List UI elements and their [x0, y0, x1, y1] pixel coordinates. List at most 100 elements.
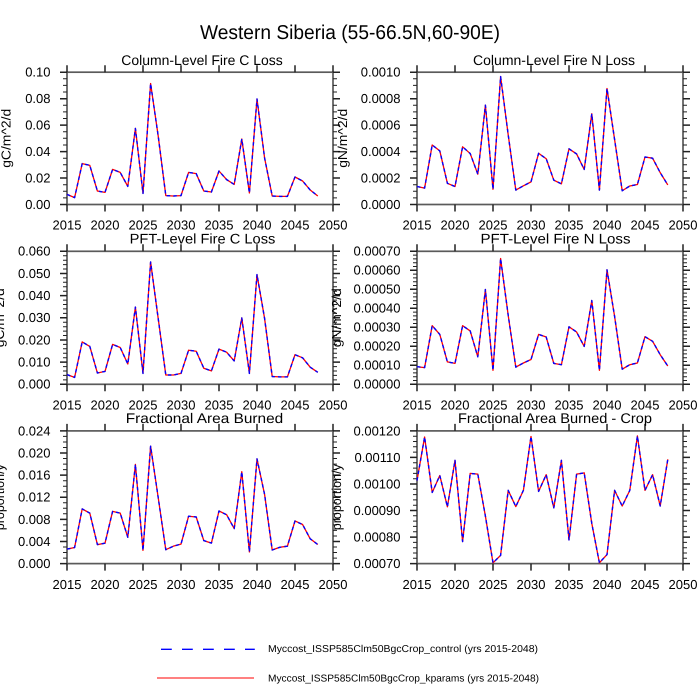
svg-text:2020: 2020 — [91, 218, 120, 233]
svg-text:proportion/y: proportion/y — [0, 464, 7, 530]
svg-text:2025: 2025 — [479, 398, 508, 413]
svg-text:2035: 2035 — [205, 218, 234, 233]
svg-text:0.000: 0.000 — [18, 377, 51, 392]
svg-text:0.024: 0.024 — [18, 423, 51, 438]
svg-text:0.012: 0.012 — [18, 490, 51, 505]
svg-text:2020: 2020 — [441, 218, 470, 233]
svg-text:Column-Level Fire C Loss: Column-Level Fire C Loss — [121, 52, 283, 68]
svg-text:2045: 2045 — [631, 218, 660, 233]
svg-text:proportion/y: proportion/y — [329, 464, 344, 530]
svg-text:0.0002: 0.0002 — [361, 170, 401, 185]
svg-text:0.04: 0.04 — [25, 144, 50, 159]
svg-text:0.00: 0.00 — [25, 197, 50, 212]
svg-text:0.00110: 0.00110 — [354, 450, 400, 465]
svg-text:2045: 2045 — [631, 398, 660, 413]
svg-text:2035: 2035 — [555, 398, 584, 413]
svg-text:0.040: 0.040 — [18, 288, 51, 303]
svg-text:gC/m^2/d: gC/m^2/d — [0, 109, 14, 168]
svg-text:0.020: 0.020 — [18, 332, 51, 347]
svg-text:2015: 2015 — [403, 218, 432, 233]
svg-text:0.0000: 0.0000 — [361, 197, 401, 212]
svg-text:0.008: 0.008 — [18, 512, 51, 527]
svg-text:2050: 2050 — [669, 577, 698, 592]
svg-text:0.00070: 0.00070 — [354, 556, 401, 571]
svg-text:0.000: 0.000 — [18, 556, 51, 571]
svg-text:2040: 2040 — [593, 218, 622, 233]
svg-text:0.00070: 0.00070 — [354, 244, 401, 259]
svg-text:Western Siberia (55-66.5N,60-9: Western Siberia (55-66.5N,60-90E) — [200, 22, 500, 44]
svg-text:2035: 2035 — [205, 577, 234, 592]
svg-text:2030: 2030 — [517, 398, 546, 413]
svg-text:0.0004: 0.0004 — [361, 144, 401, 159]
svg-text:0.0010: 0.0010 — [361, 65, 401, 80]
svg-text:2025: 2025 — [129, 398, 158, 413]
svg-text:2015: 2015 — [403, 398, 432, 413]
svg-text:Fractional Area Burned - Crop: Fractional Area Burned - Crop — [458, 410, 652, 426]
svg-text:2050: 2050 — [319, 218, 348, 233]
svg-text:0.00030: 0.00030 — [354, 320, 401, 335]
svg-text:2025: 2025 — [479, 218, 508, 233]
svg-text:0.050: 0.050 — [18, 266, 51, 281]
svg-text:2015: 2015 — [53, 398, 82, 413]
svg-text:0.06: 0.06 — [25, 118, 50, 133]
svg-text:2030: 2030 — [517, 577, 546, 592]
svg-text:0.0008: 0.0008 — [361, 91, 401, 106]
svg-text:2050: 2050 — [319, 577, 348, 592]
svg-text:0.004: 0.004 — [18, 534, 51, 549]
svg-text:gN/m^2/d: gN/m^2/d — [335, 109, 350, 168]
svg-text:2040: 2040 — [593, 398, 622, 413]
svg-text:2020: 2020 — [441, 577, 470, 592]
svg-text:0.00120: 0.00120 — [354, 423, 401, 438]
svg-text:0.030: 0.030 — [18, 310, 51, 325]
svg-text:0.060: 0.060 — [18, 244, 51, 259]
svg-text:2050: 2050 — [319, 398, 348, 413]
svg-text:2015: 2015 — [403, 577, 432, 592]
svg-text:2040: 2040 — [593, 577, 622, 592]
svg-text:PFT-Level Fire N Loss: PFT-Level Fire N Loss — [481, 231, 631, 247]
svg-text:0.02: 0.02 — [25, 170, 50, 185]
svg-text:2035: 2035 — [205, 398, 234, 413]
svg-text:gN/m^2/d: gN/m^2/d — [329, 288, 344, 347]
svg-text:0.00010: 0.00010 — [354, 358, 401, 373]
svg-text:0.00100: 0.00100 — [354, 476, 401, 491]
svg-text:2040: 2040 — [243, 398, 272, 413]
svg-text:0.00090: 0.00090 — [354, 503, 401, 518]
svg-text:2025: 2025 — [129, 577, 158, 592]
svg-text:0.00080: 0.00080 — [354, 530, 401, 545]
svg-text:2045: 2045 — [281, 398, 310, 413]
svg-text:2030: 2030 — [167, 218, 196, 233]
svg-text:0.020: 0.020 — [18, 445, 51, 460]
svg-text:2015: 2015 — [53, 577, 82, 592]
svg-text:2040: 2040 — [243, 218, 272, 233]
svg-text:PFT-Level Fire C Loss: PFT-Level Fire C Loss — [130, 231, 276, 247]
svg-text:2030: 2030 — [167, 577, 196, 592]
svg-text:0.00060: 0.00060 — [354, 263, 401, 278]
svg-text:2030: 2030 — [167, 398, 196, 413]
svg-text:Fractional Area Burned: Fractional Area Burned — [126, 410, 284, 426]
svg-text:2020: 2020 — [441, 398, 470, 413]
svg-text:2035: 2035 — [555, 218, 584, 233]
svg-text:2020: 2020 — [91, 577, 120, 592]
svg-text:2045: 2045 — [281, 577, 310, 592]
svg-text:2030: 2030 — [517, 218, 546, 233]
svg-text:2045: 2045 — [631, 577, 660, 592]
svg-text:2045: 2045 — [281, 218, 310, 233]
svg-text:0.0006: 0.0006 — [361, 118, 401, 133]
svg-text:Column-Level Fire N Loss: Column-Level Fire N Loss — [473, 52, 635, 68]
svg-text:0.00040: 0.00040 — [354, 301, 401, 316]
svg-text:0.00000: 0.00000 — [354, 377, 401, 392]
svg-text:2020: 2020 — [91, 398, 120, 413]
svg-text:2040: 2040 — [243, 577, 272, 592]
svg-text:0.08: 0.08 — [25, 91, 50, 106]
svg-text:0.016: 0.016 — [18, 468, 51, 483]
svg-text:2050: 2050 — [669, 398, 698, 413]
svg-text:0.10: 0.10 — [25, 65, 50, 80]
svg-text:Myccost_ISSP585Clm50BgcCrop_kp: Myccost_ISSP585Clm50BgcCrop_kparams (yrs… — [268, 673, 539, 684]
svg-text:2015: 2015 — [53, 218, 82, 233]
svg-text:0.00050: 0.00050 — [354, 282, 401, 297]
svg-text:2025: 2025 — [479, 577, 508, 592]
svg-text:Myccost_ISSP585Clm50BgcCrop_co: Myccost_ISSP585Clm50BgcCrop_control (yrs… — [268, 644, 538, 655]
svg-text:gC/m^2/d: gC/m^2/d — [0, 288, 7, 347]
svg-text:2050: 2050 — [669, 218, 698, 233]
svg-text:0.00020: 0.00020 — [354, 339, 401, 354]
